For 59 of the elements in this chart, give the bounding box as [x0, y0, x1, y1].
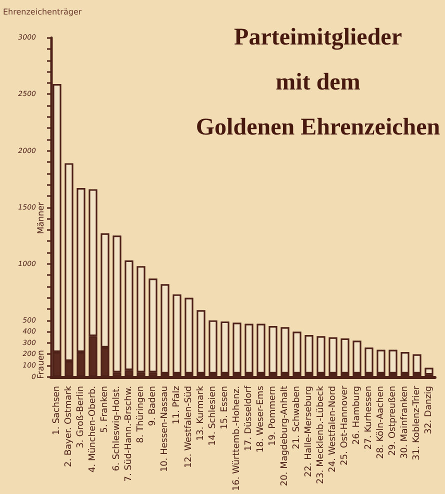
- bar: [172, 294, 182, 374]
- y-axis-title: Ehrenzeichenträger: [3, 8, 82, 16]
- x-tick-label: 21. Schwaben: [292, 386, 302, 450]
- bar: [232, 322, 242, 374]
- bar: [328, 337, 338, 374]
- bar: [424, 368, 434, 375]
- x-tick-label: 12. Westfalen-Süd: [184, 386, 194, 468]
- bar: [280, 327, 290, 374]
- text: Parteimitglieder mit dem Goldenen Ehrenzeichen: [196, 24, 440, 140]
- bar: [376, 350, 386, 374]
- x-tick-label: 8. Thüringen: [136, 386, 146, 444]
- x-tick-label: 29. Ostpreußen: [388, 386, 398, 456]
- bar: [316, 336, 326, 374]
- bar: [352, 340, 362, 374]
- x-tick-label: 18. Weser-Ems: [256, 386, 266, 453]
- x-tick-label: 32. Danzig: [424, 386, 434, 434]
- x-tick-label: 10. Hessen-Nassau: [160, 386, 170, 472]
- x-tick-label: 25. Ost-Hannover: [340, 386, 350, 466]
- x-tick-label: 24. Westfalen-Nord: [328, 386, 338, 472]
- x-tick-label: 16. Württemb.-Hohenz.: [232, 386, 242, 492]
- bar: [220, 321, 230, 374]
- bar: [160, 284, 170, 374]
- x-tick-label: 9. Baden: [148, 386, 158, 426]
- bar: [364, 347, 374, 374]
- x-tick-label: 11. Pfalz: [172, 386, 182, 424]
- x-tick-label: 19. Pommern: [268, 386, 278, 446]
- bar: [208, 320, 218, 374]
- x-tick-label: 30. Mainfranken: [400, 386, 410, 459]
- x-tick-label: 13. Kurmark: [196, 385, 206, 441]
- bar: [292, 332, 302, 374]
- x-tick-label: 14. Schlesien: [208, 386, 218, 446]
- x-tick-label: 1. Sachsen: [52, 386, 62, 436]
- bar: [412, 354, 422, 374]
- text: Frauen: [36, 350, 46, 379]
- x-tick-label: 4. München-Oberb.: [88, 386, 98, 472]
- x-tick-label: 31. Koblenz-Trier: [412, 386, 422, 460]
- x-tick-label: 23. Mecklenb.-Lübeck: [316, 385, 326, 484]
- bar: [400, 352, 410, 374]
- bar: [196, 310, 206, 374]
- x-tick-label: 27. Kurhessen: [364, 386, 374, 450]
- bar: [268, 326, 278, 374]
- x-tick-label: 26. Hamburg: [352, 386, 362, 445]
- x-tick-label: 17. Düsseldorf: [244, 385, 254, 452]
- bar: [184, 298, 194, 374]
- x-tick-label: 20. Magdeburg-Anhalt: [280, 385, 290, 486]
- bar: [244, 324, 254, 374]
- x-tick-label: 15. Essen: [220, 386, 230, 430]
- x-tick-label: 3. Groß-Berlin: [76, 386, 86, 448]
- x-tick-label: 6. Schleswig-Holst.: [112, 386, 122, 472]
- x-tick-label: 5. Franken: [100, 386, 110, 433]
- x-tick-label: 7. Süd-Hann.-Brschw.: [124, 386, 134, 482]
- bar: [388, 350, 398, 374]
- x-tick-label: 22. Halle-Merseburg: [304, 386, 314, 478]
- x-tick-label: 28. Köln-Aachen: [376, 386, 386, 459]
- bar: [340, 338, 350, 374]
- text: Männer: [36, 201, 46, 234]
- x-tick-label: 2. Bayer. Ostmark: [64, 385, 74, 467]
- bar: [304, 335, 314, 374]
- bar: [256, 324, 266, 374]
